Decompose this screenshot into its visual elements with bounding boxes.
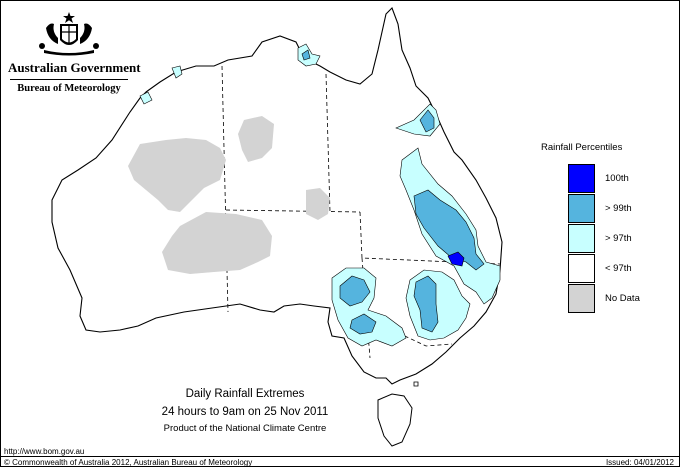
legend-swatch: [568, 284, 595, 313]
legend-swatch: [568, 164, 595, 193]
map-period: 24 hours to 9am on 25 Nov 2011: [161, 406, 329, 418]
map-producer: Product of the National Climate Centre: [163, 423, 327, 434]
government-logo: Australian Government Bureau of Meteorol…: [8, 10, 141, 94]
tasmania-outer-island: [413, 381, 419, 387]
issued-date: Issued: 04/01/2012: [605, 458, 674, 467]
legend-swatch: [568, 254, 595, 283]
legend-label: > 97th: [605, 233, 632, 244]
legend-label: < 97th: [605, 263, 632, 274]
tasmania: [377, 393, 413, 447]
legend-label: No Data: [605, 293, 640, 304]
map-title: Daily Rainfall Extremes: [185, 388, 305, 400]
legend-swatch: [568, 194, 595, 223]
no-data-regions: [128, 116, 330, 274]
australia-mainland: [51, 7, 503, 385]
rain-100th-region: [447, 251, 465, 267]
website-url: http://www.bom.gov.au: [4, 447, 85, 456]
footer-divider: [0, 456, 680, 457]
legend-title: Rainfall Percentiles: [541, 142, 623, 153]
legend-label: > 99th: [605, 203, 632, 214]
bureau-name: Bureau of Meteorology: [17, 83, 121, 94]
coat-of-arms-icon: [39, 12, 99, 56]
map-title-block: Daily Rainfall Extremes 24 hours to 9am …: [120, 388, 370, 434]
legend-swatch: [568, 224, 595, 253]
government-name: Australian Government: [8, 60, 141, 75]
logo-divider: [10, 79, 128, 80]
copyright-notice: © Commonwealth of Australia 2012, Austra…: [4, 458, 253, 467]
rain-99th-regions: [301, 49, 485, 335]
legend-label: 100th: [605, 173, 629, 184]
